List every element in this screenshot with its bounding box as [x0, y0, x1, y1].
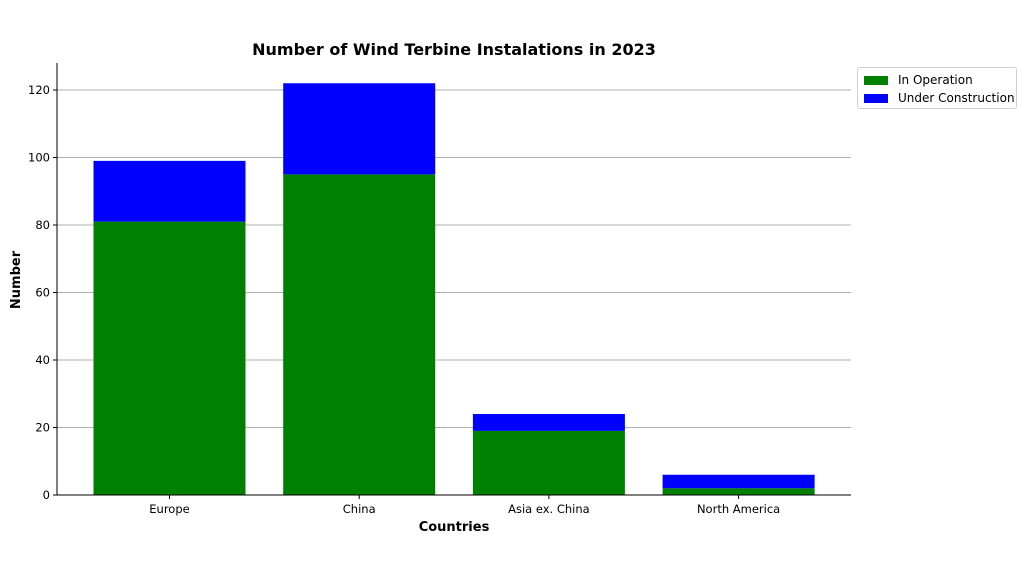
legend-swatch-green [864, 75, 888, 85]
y-tick-label: 100 [28, 151, 50, 165]
legend: In Operation Under Construction [857, 67, 1017, 109]
x-ticks: Europe China Asia ex. China North America [149, 495, 780, 516]
bar-segment [662, 488, 815, 495]
bar-segment [662, 474, 815, 489]
legend-swatch-blue [864, 93, 888, 103]
legend-label: Under Construction [898, 91, 1015, 105]
x-axis-label: Countries [419, 520, 490, 535]
chart-title: Number of Wind Terbine Instalations in 2… [252, 40, 656, 59]
y-tick-label: 60 [35, 286, 50, 300]
legend-label: In Operation [898, 73, 973, 87]
legend-item-in-operation: In Operation [864, 73, 973, 87]
bars [93, 83, 815, 495]
x-tick-label: China [343, 502, 376, 516]
y-axis-label: Number [9, 250, 24, 309]
y-tick-label: 40 [35, 353, 50, 367]
legend-item-under-construction: Under Construction [864, 91, 1015, 105]
y-tick-label: 80 [35, 218, 50, 232]
bar-segment [283, 83, 436, 175]
bar-segment [283, 174, 436, 495]
axes [56, 63, 851, 496]
bar-segment [472, 414, 625, 431]
bar-segment [93, 221, 246, 495]
x-tick-label: Asia ex. China [508, 502, 590, 516]
y-tick-label: 20 [35, 421, 50, 435]
bar-segment [93, 160, 246, 222]
bar-segment [472, 430, 625, 495]
y-tick-label: 120 [28, 83, 50, 97]
x-tick-label: North America [697, 502, 780, 516]
y-ticks: 0 20 40 60 80 100 120 [28, 83, 57, 502]
y-tick-label: 0 [43, 488, 50, 502]
x-tick-label: Europe [149, 502, 189, 516]
